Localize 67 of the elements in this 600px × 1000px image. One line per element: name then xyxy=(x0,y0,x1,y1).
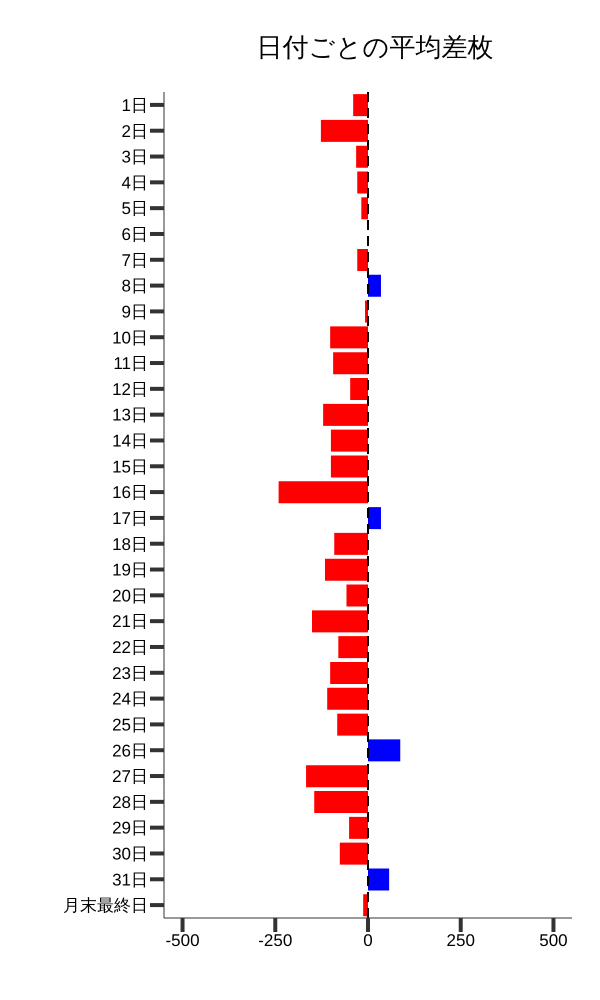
bar xyxy=(323,404,368,426)
y-tick-label: 30日 xyxy=(112,844,148,864)
y-tick-label: 4日 xyxy=(122,173,148,192)
y-tick-label: 26日 xyxy=(112,741,148,760)
bar xyxy=(353,94,368,116)
bar xyxy=(357,172,368,194)
bar xyxy=(320,120,368,142)
bar xyxy=(278,481,368,504)
y-tick-label: 2日 xyxy=(122,122,148,141)
bar xyxy=(337,714,368,736)
bar xyxy=(324,558,368,581)
y-tick-label: 18日 xyxy=(112,534,148,554)
bar xyxy=(340,842,368,865)
y-tick-label: 10日 xyxy=(112,328,148,348)
chart-title: 日付ごとの平均差枚 xyxy=(256,31,494,64)
y-tick-label: 15日 xyxy=(112,457,148,476)
y-tick-label: 14日 xyxy=(112,432,148,451)
bar xyxy=(368,274,381,297)
y-tick-label: 8日 xyxy=(122,276,148,296)
bar xyxy=(361,197,368,220)
y-tick-label: 1日 xyxy=(122,96,148,115)
bar xyxy=(368,739,400,762)
y-tick-label: 24日 xyxy=(112,690,148,709)
y-tick-label: 5日 xyxy=(122,199,148,218)
y-tick-label: 21日 xyxy=(112,612,148,632)
y-tick-label: 13日 xyxy=(112,406,148,425)
y-tick-label: 19日 xyxy=(112,560,148,580)
bar xyxy=(334,532,368,555)
y-tick-label: 29日 xyxy=(112,818,148,838)
y-tick-label: 12日 xyxy=(112,380,148,399)
x-tick-label: 500 xyxy=(539,931,568,950)
x-tick-label: 0 xyxy=(363,931,373,950)
y-tick-label: 9日 xyxy=(122,302,148,322)
bar xyxy=(338,636,368,658)
bar xyxy=(330,662,368,684)
y-tick-label: 7日 xyxy=(122,250,148,270)
bar xyxy=(368,507,381,530)
bar xyxy=(350,378,368,400)
y-tick-label: 31日 xyxy=(112,870,148,890)
bar xyxy=(368,868,390,890)
bar xyxy=(306,765,368,788)
bar xyxy=(312,610,368,632)
y-tick-label: 6日 xyxy=(122,225,148,244)
bar xyxy=(330,455,368,478)
x-tick-label: -250 xyxy=(258,931,292,950)
y-tick-label: 3日 xyxy=(122,148,148,167)
y-tick-label: 16日 xyxy=(112,483,148,502)
y-tick-label: 22日 xyxy=(112,638,148,658)
bar xyxy=(330,430,368,452)
bar xyxy=(327,688,368,710)
bar xyxy=(330,326,368,348)
x-tick-label: -500 xyxy=(166,931,200,950)
y-tick-label: 27日 xyxy=(112,767,148,786)
y-tick-label: 20日 xyxy=(112,586,148,606)
bar xyxy=(333,352,368,374)
y-tick-label: 25日 xyxy=(112,715,148,734)
x-tick-label: 250 xyxy=(446,931,475,950)
y-tick-label: 28日 xyxy=(112,792,148,812)
bar xyxy=(349,816,368,839)
y-tick-label: 11日 xyxy=(113,354,148,374)
y-tick-label: 月末最終日 xyxy=(63,896,148,916)
bar xyxy=(346,584,368,607)
y-tick-label: 17日 xyxy=(112,508,148,528)
bar xyxy=(356,146,368,168)
bar xyxy=(357,248,368,271)
y-tick-label: 23日 xyxy=(112,664,148,683)
bar xyxy=(314,791,368,814)
